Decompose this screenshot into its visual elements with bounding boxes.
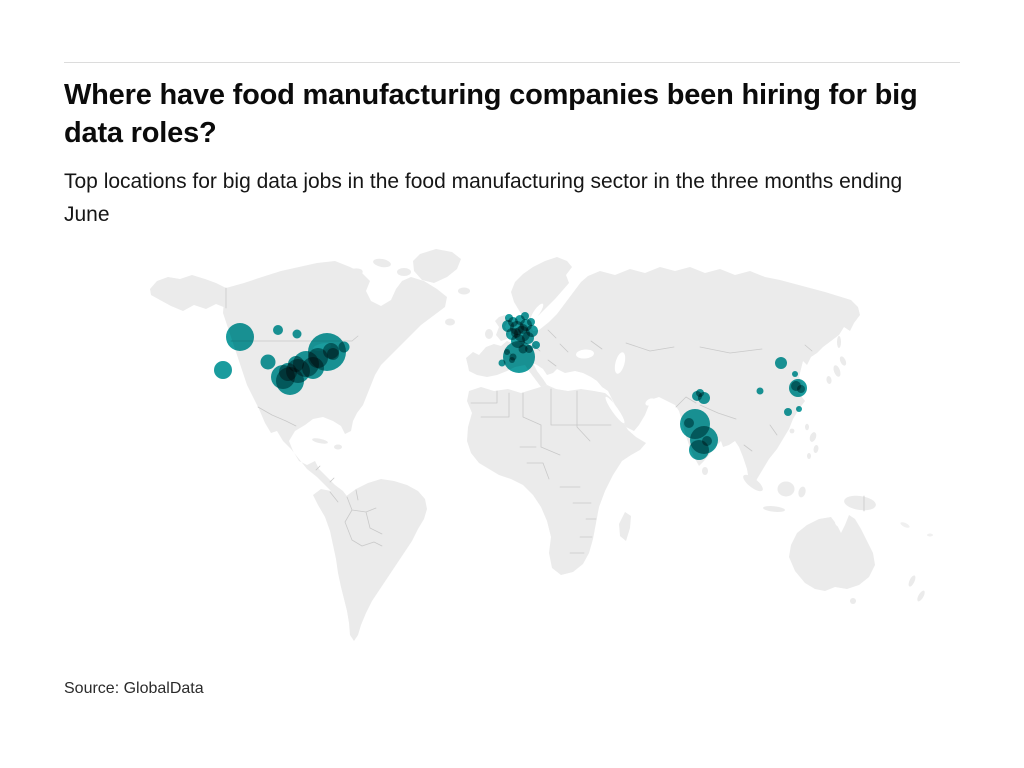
island-sumatra	[743, 474, 763, 492]
map-bubble-india	[702, 436, 712, 446]
island-philippines	[807, 453, 811, 459]
island-taiwan	[805, 423, 809, 431]
borders-south-america	[329, 489, 383, 547]
landmass-scandinavia	[511, 257, 572, 321]
map-bubble-europe	[504, 349, 510, 355]
map-bubble-europe	[518, 324, 528, 334]
map-bubble-us	[273, 325, 283, 335]
landmass-greenland	[413, 249, 461, 283]
island-newfoundland	[445, 318, 455, 326]
chart-header: Where have food manufacturing companies …	[64, 76, 924, 231]
map-bubble-china	[796, 406, 802, 412]
border-central-america	[315, 465, 335, 483]
map-bubble-us	[260, 354, 276, 370]
island-tasmania	[850, 598, 856, 604]
water-baltic-sea	[530, 303, 544, 321]
map-bubble-india	[696, 389, 704, 397]
pacific-islands	[900, 522, 910, 528]
island-sulawesi	[798, 486, 806, 498]
island-ireland	[485, 329, 493, 339]
water-caspian-sea	[614, 352, 626, 374]
landmass-alaska	[150, 275, 226, 311]
border-us-mexico	[257, 406, 297, 427]
map-bubble-europe	[505, 314, 513, 322]
arctic-island	[341, 268, 363, 280]
island-cuba	[312, 438, 328, 444]
arctic-island	[373, 258, 391, 268]
page-subtitle: Top locations for big data jobs in the f…	[64, 170, 903, 226]
bubble-layer	[214, 312, 807, 460]
island-japan	[826, 376, 832, 384]
arctic-island	[332, 283, 344, 289]
island-new-guinea	[844, 495, 876, 511]
map-bubble-china	[792, 371, 798, 377]
landmass-australia	[789, 515, 875, 591]
map-bubble-us	[338, 341, 350, 353]
island-borneo	[777, 481, 795, 497]
map-bubble-us	[279, 363, 297, 381]
map-bubble-us	[292, 329, 302, 339]
map-bubble-us	[214, 361, 232, 379]
map-bubble-europe	[518, 344, 528, 354]
map-bubble-europe	[509, 357, 515, 363]
borders-asia	[590, 340, 813, 452]
landmass-south-america	[313, 479, 427, 641]
arctic-island	[397, 268, 411, 276]
borders-africa	[470, 388, 612, 554]
map-bubble-china	[797, 385, 805, 393]
map-bubble-europe	[521, 312, 529, 320]
border-us-canada	[230, 335, 359, 342]
land-layer	[150, 249, 933, 641]
map-bubble-europe	[525, 345, 533, 353]
page-title: Where have food manufacturing companies …	[64, 79, 918, 149]
map-bubble-china	[784, 408, 792, 416]
landmass-eurasia	[466, 267, 860, 488]
map-bubble-europe	[532, 341, 540, 349]
map-bubble-us	[226, 323, 254, 351]
landmass-africa	[467, 385, 646, 575]
island-sakhalin	[837, 336, 841, 348]
island-hainan	[789, 428, 795, 434]
map-bubble-europe	[527, 318, 535, 326]
map-bubble-europe	[498, 359, 506, 367]
map-bubble-india	[684, 418, 694, 428]
water-black-sea	[576, 349, 594, 359]
water-red-sea	[605, 396, 625, 424]
water-gulf-carpentaria	[835, 517, 845, 527]
source-attribution: Source: GlobalData	[64, 680, 204, 697]
island-iceland	[458, 287, 470, 295]
landmass-north-america	[223, 261, 447, 505]
water-persian-gulf	[645, 398, 655, 406]
island-java	[763, 505, 785, 513]
map-bubble-china	[775, 357, 787, 369]
island-madagascar	[619, 512, 631, 541]
island-new-zealand	[917, 590, 925, 602]
island-sri-lanka	[702, 467, 708, 475]
island-japan	[833, 365, 841, 377]
map-bubble-us	[327, 348, 339, 360]
top-rule	[64, 62, 960, 63]
island-new-zealand	[908, 575, 916, 587]
map-bubble-china	[756, 387, 764, 395]
water-hudson-bay	[371, 287, 389, 303]
island-japan	[839, 356, 847, 366]
island-hispaniola	[334, 444, 342, 450]
island-philippines	[813, 445, 819, 453]
pacific-islands	[927, 533, 933, 537]
island-philippines	[809, 432, 817, 442]
